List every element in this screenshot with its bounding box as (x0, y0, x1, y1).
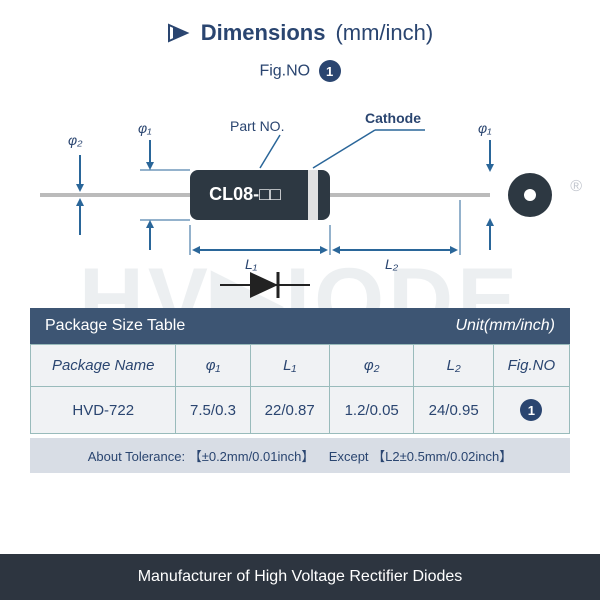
fig-number: 1 (319, 60, 341, 82)
phi1-label-right: φ₁ (478, 120, 492, 136)
package-table: Package Size Table Unit(mm/inch) Package… (30, 308, 570, 434)
tol-except: 【L2±0.5mm/0.02inch】 (372, 449, 512, 464)
col-L1: L₁ (250, 345, 329, 387)
cell-phi2: 1.2/0.05 (329, 387, 414, 434)
footer: Manufacturer of High Voltage Rectifier D… (0, 554, 600, 600)
col-L2: L₂ (414, 345, 493, 387)
col-pkgname: Package Name (31, 345, 176, 387)
table-header-row: Package Name φ₁ L₁ φ₂ L₂ Fig.NO (31, 345, 570, 387)
tol-except-label: Except (329, 449, 369, 464)
partno-callout: Part NO. (230, 118, 284, 134)
triangle-icon (167, 21, 191, 45)
col-phi1: φ₁ (176, 345, 250, 387)
phi1-label-left: φ₁ (138, 120, 152, 136)
cathode-callout: Cathode (365, 110, 421, 126)
body-text: CL08-□□ (209, 184, 281, 204)
title-text: Dimensions (201, 20, 326, 46)
cell-figno: 1 (493, 387, 569, 434)
col-figno: Fig.NO (493, 345, 569, 387)
dimension-diagram: CL08-□□ φ₂ φ₁ φ₁ L₁ L₂ Part NO. Cathode (20, 100, 580, 300)
table-unit: Unit(mm/inch) (441, 309, 569, 343)
cell-pkgname: HVD-722 (31, 387, 176, 434)
cell-L2: 24/0.95 (414, 387, 493, 434)
phi2-label: φ₂ (68, 132, 82, 148)
L2-label: L₂ (385, 256, 398, 272)
tolerance-note: About Tolerance: 【±0.2mm/0.01inch】 Excep… (30, 438, 570, 473)
tol-main: 【±0.2mm/0.01inch】 (189, 449, 315, 464)
cell-phi1: 7.5/0.3 (176, 387, 250, 434)
L1-label: L₁ (245, 256, 257, 272)
header: Dimensions (mm/inch) Fig.NO 1 (0, 0, 600, 90)
table-row: HVD-722 7.5/0.3 22/0.87 1.2/0.05 24/0.95… (31, 387, 570, 434)
col-phi2: φ₂ (329, 345, 414, 387)
fig-label: Fig.NO (259, 63, 310, 80)
cell-L1: 22/0.87 (250, 387, 329, 434)
tol-label: About Tolerance: (88, 449, 185, 464)
title-unit: (mm/inch) (335, 20, 433, 46)
table-title: Package Size Table (31, 309, 441, 343)
